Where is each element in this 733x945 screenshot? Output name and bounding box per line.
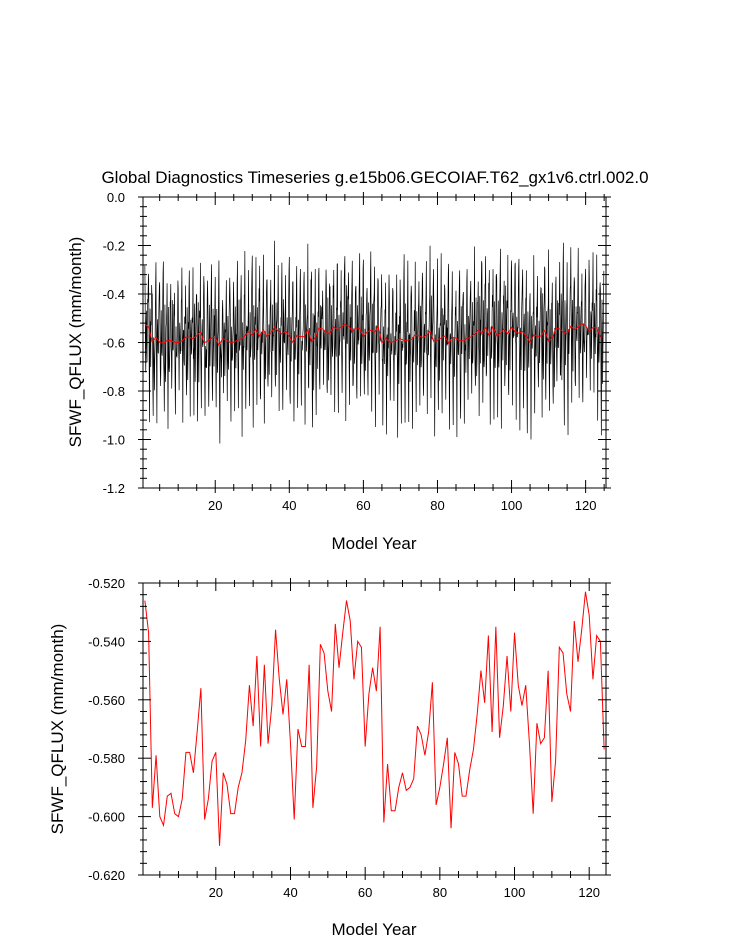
bottom-plot-frame [142, 582, 607, 876]
top-x-tick-label: 100 [501, 498, 523, 513]
bottom-y-tick-label: -0.600 [88, 810, 125, 825]
top-y-tick-label: -0.8 [103, 384, 125, 399]
top-x-tick-label: 40 [282, 498, 296, 513]
top-annual-mean-line [144, 323, 601, 346]
top-y-tick-label: -1.0 [103, 433, 125, 448]
bottom-y-tick-label: -0.520 [88, 576, 125, 591]
top-x-tick-label: 60 [356, 498, 370, 513]
top-title: Global Diagnostics Timeseries g.e15b06.G… [101, 168, 648, 187]
bottom-y-tick-label: -0.580 [88, 751, 125, 766]
top-y-tick-label: 0.0 [107, 190, 125, 205]
bottom-x-tick-label: 120 [578, 885, 600, 900]
bottom-y-tick-label: -0.540 [88, 634, 125, 649]
bottom-panel: 20 40 60 80 100 120 -0.520 -0.540 -0.560 -0.580 -0… [48, 576, 611, 939]
bottom-x-tick-label: 20 [209, 885, 223, 900]
top-y-axis-label: SFWF_QFLUX (mm/month) [66, 237, 85, 448]
bottom-y-axis-label: SFWF_QFLUX (mm/month) [48, 624, 67, 835]
top-y-tick-label: -1.2 [103, 481, 125, 496]
top-x-tick-label: 120 [575, 498, 597, 513]
bottom-x-tick-label: 100 [504, 885, 526, 900]
bottom-annual-mean-line [144, 591, 605, 846]
bottom-x-tick-label: 80 [433, 885, 447, 900]
bottom-y-tick-label: -0.560 [88, 693, 125, 708]
top-y-tick-label: -0.6 [103, 336, 125, 351]
top-monthly-line [144, 240, 605, 444]
bottom-x-tick-label: 40 [283, 885, 297, 900]
top-y-tick-label: -0.4 [103, 287, 125, 302]
bottom-x-axis-label: Model Year [331, 920, 416, 939]
bottom-y-tick-label: -0.620 [88, 868, 125, 883]
bottom-axis-ticks: 20 40 60 80 100 120 -0.520 -0.540 -0.560 -0.580 -0… [88, 576, 611, 900]
top-x-tick-label: 20 [208, 498, 222, 513]
top-y-tick-label: -0.2 [103, 239, 125, 254]
top-panel: Global Diagnostics Timeseries g.e15b06.G… [66, 168, 649, 553]
top-x-tick-label: 80 [430, 498, 444, 513]
top-axis-ticks: 20 40 60 80 100 120 0.0 -0.2 -0.4 -0.6 -0.8 -1.0 -1.… [103, 190, 611, 513]
bottom-x-tick-label: 60 [358, 885, 372, 900]
top-x-axis-label: Model Year [331, 534, 416, 553]
